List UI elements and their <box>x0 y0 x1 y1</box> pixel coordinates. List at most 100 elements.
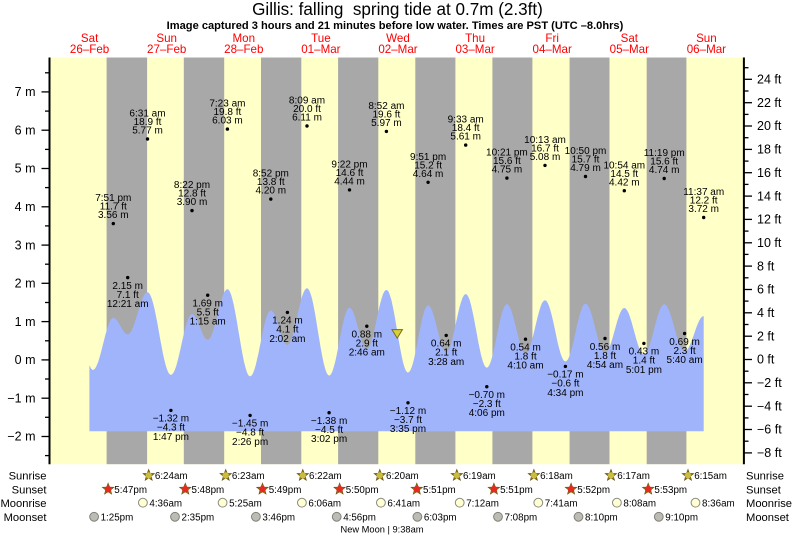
svg-text:−1.32 m: −1.32 m <box>153 414 189 425</box>
svg-text:3:35 pm: 3:35 pm <box>390 424 426 435</box>
svg-text:4.75 m: 4.75 m <box>492 165 523 176</box>
svg-text:10:50 pm: 10:50 pm <box>565 146 607 157</box>
svg-text:9:10pm: 9:10pm <box>665 512 698 523</box>
svg-text:4:06 pm: 4:06 pm <box>469 408 505 419</box>
svg-text:5.08 m: 5.08 m <box>530 152 561 163</box>
svg-text:5:01 pm: 5:01 pm <box>626 365 662 376</box>
svg-text:−0.6 ft: −0.6 ft <box>551 379 579 390</box>
svg-text:15.6 ft: 15.6 ft <box>493 156 521 167</box>
svg-text:0.88 m: 0.88 m <box>352 330 383 341</box>
svg-text:−6 ft: −6 ft <box>757 423 782 437</box>
svg-text:18.9 ft: 18.9 ft <box>134 117 162 128</box>
svg-text:1.8 ft: 1.8 ft <box>514 352 536 363</box>
svg-text:5:40 am: 5:40 am <box>667 355 703 366</box>
svg-text:28–Feb: 28–Feb <box>224 43 263 56</box>
svg-text:2.9 ft: 2.9 ft <box>356 339 378 350</box>
svg-text:5:50pm: 5:50pm <box>346 485 379 496</box>
svg-text:1:15 am: 1:15 am <box>190 317 226 328</box>
svg-text:10:54 am: 10:54 am <box>603 160 645 171</box>
svg-text:15.2 ft: 15.2 ft <box>414 160 442 171</box>
svg-text:5.77 m: 5.77 m <box>132 126 163 137</box>
svg-text:10 ft: 10 ft <box>757 236 782 250</box>
svg-text:−1.38 m: −1.38 m <box>311 416 347 427</box>
svg-text:19.6 ft: 19.6 ft <box>372 110 400 121</box>
svg-text:Sunrise: Sunrise <box>746 471 784 483</box>
svg-text:4.79 m: 4.79 m <box>570 163 601 174</box>
svg-text:18.4 ft: 18.4 ft <box>452 123 480 134</box>
svg-text:Moonrise: Moonrise <box>0 498 46 510</box>
svg-text:0.64 m: 0.64 m <box>431 339 462 350</box>
svg-text:6:18am: 6:18am <box>540 471 573 482</box>
svg-text:5:52pm: 5:52pm <box>577 485 610 496</box>
svg-text:05–Mar: 05–Mar <box>610 43 649 56</box>
svg-text:−4 ft: −4 ft <box>757 399 782 413</box>
svg-text:Mon: Mon <box>233 32 256 45</box>
svg-text:6.03 m: 6.03 m <box>212 116 243 127</box>
svg-text:−0.17 m: −0.17 m <box>547 370 583 381</box>
svg-text:1.4 ft: 1.4 ft <box>633 356 655 367</box>
svg-text:5.5 ft: 5.5 ft <box>197 308 219 319</box>
svg-text:11:37 am: 11:37 am <box>683 187 724 198</box>
svg-text:5:49pm: 5:49pm <box>269 485 302 496</box>
svg-text:Tue: Tue <box>311 32 331 45</box>
svg-text:8:09 am: 8:09 am <box>289 96 325 107</box>
svg-text:4.64 m: 4.64 m <box>413 169 444 180</box>
svg-text:14.6 ft: 14.6 ft <box>336 168 364 179</box>
svg-text:7:23 am: 7:23 am <box>209 99 245 110</box>
svg-text:7:41am: 7:41am <box>545 498 578 509</box>
svg-text:3:46pm: 3:46pm <box>262 512 295 523</box>
svg-text:9:51 pm: 9:51 pm <box>410 152 446 163</box>
svg-text:4:36am: 4:36am <box>149 498 182 509</box>
svg-text:3.72 m: 3.72 m <box>688 204 719 215</box>
svg-text:2:46 am: 2:46 am <box>349 348 385 359</box>
svg-text:5.97 m: 5.97 m <box>371 118 402 129</box>
svg-text:Thu: Thu <box>465 32 485 45</box>
svg-text:6:17am: 6:17am <box>617 471 650 482</box>
svg-text:Sun: Sun <box>156 32 177 45</box>
svg-text:−4.3 ft: −4.3 ft <box>157 423 185 434</box>
svg-text:Fri: Fri <box>545 32 559 45</box>
svg-text:5 m: 5 m <box>15 162 36 176</box>
svg-text:6:06am: 6:06am <box>308 498 341 509</box>
svg-text:6:22am: 6:22am <box>309 471 342 482</box>
svg-text:2.15 m: 2.15 m <box>112 281 143 292</box>
svg-text:20.0 ft: 20.0 ft <box>293 104 321 115</box>
svg-text:2 ft: 2 ft <box>757 329 775 343</box>
svg-text:6:24am: 6:24am <box>155 471 188 482</box>
svg-text:1.69 m: 1.69 m <box>192 299 223 310</box>
svg-text:12.2 ft: 12.2 ft <box>690 196 718 207</box>
svg-text:−1 m: −1 m <box>7 391 35 405</box>
svg-text:12:21 am: 12:21 am <box>107 299 149 310</box>
svg-text:5:51pm: 5:51pm <box>423 485 456 496</box>
svg-text:4:56pm: 4:56pm <box>343 512 376 523</box>
svg-text:Moonrise: Moonrise <box>746 498 792 510</box>
svg-text:18 ft: 18 ft <box>757 143 782 157</box>
svg-text:1:47 pm: 1:47 pm <box>153 432 189 443</box>
svg-text:0.69 m: 0.69 m <box>669 337 700 348</box>
svg-text:2.3 ft: 2.3 ft <box>673 346 695 357</box>
svg-text:6:19am: 6:19am <box>463 471 496 482</box>
svg-text:5.61 m: 5.61 m <box>450 132 481 143</box>
svg-text:8 ft: 8 ft <box>757 259 775 273</box>
svg-text:Sat: Sat <box>81 32 99 45</box>
svg-text:04–Mar: 04–Mar <box>533 43 572 56</box>
svg-text:5:47pm: 5:47pm <box>114 485 147 496</box>
svg-text:Wed: Wed <box>386 32 410 45</box>
svg-text:5:48pm: 5:48pm <box>192 485 225 496</box>
svg-text:Gillis: falling spring tide a: Gillis: falling spring tide at 0.7m (2.3… <box>252 0 543 19</box>
svg-text:0.43 m: 0.43 m <box>629 347 660 358</box>
svg-text:4:34 pm: 4:34 pm <box>547 388 583 399</box>
svg-text:−4.5 ft: −4.5 ft <box>315 425 343 436</box>
svg-text:5:53pm: 5:53pm <box>654 485 687 496</box>
svg-text:6:03pm: 6:03pm <box>424 512 457 523</box>
svg-text:−1.45 m: −1.45 m <box>232 419 268 430</box>
svg-text:6:23am: 6:23am <box>232 471 265 482</box>
svg-text:8:36am: 8:36am <box>702 498 735 509</box>
svg-text:6:15am: 6:15am <box>694 471 727 482</box>
svg-text:−0.70 m: −0.70 m <box>469 390 505 401</box>
svg-text:16.7 ft: 16.7 ft <box>531 144 559 155</box>
svg-text:8:52 am: 8:52 am <box>368 101 404 112</box>
svg-text:6 m: 6 m <box>15 123 36 137</box>
svg-text:0.54 m: 0.54 m <box>510 343 541 354</box>
svg-text:Moonset: Moonset <box>746 512 790 524</box>
